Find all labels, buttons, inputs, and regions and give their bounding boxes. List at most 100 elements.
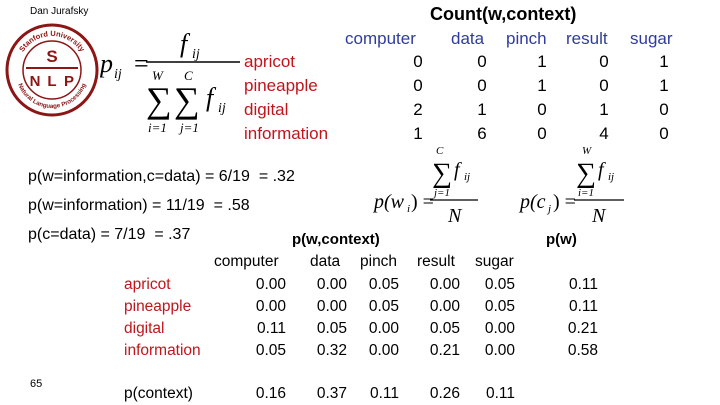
svg-text:=: = bbox=[134, 49, 149, 78]
prob-cell: 0.00 bbox=[368, 342, 399, 359]
svg-text:j=1: j=1 bbox=[178, 120, 199, 135]
prob-row-label: digital bbox=[124, 320, 165, 337]
prob-col-sugar: sugar bbox=[475, 253, 514, 270]
count-cell: 1 bbox=[477, 100, 487, 119]
svg-text:∑: ∑ bbox=[146, 80, 172, 120]
pw-formula: C ∑ f ij j=1 N p(w i ) = bbox=[372, 145, 478, 227]
count-row-label: pineapple bbox=[244, 76, 318, 95]
context-cell: 0.37 bbox=[316, 385, 347, 402]
count-cell: 0 bbox=[413, 76, 423, 95]
context-cell: 0.11 bbox=[485, 385, 515, 402]
prob-col-computer: computer bbox=[214, 253, 279, 270]
svg-text:W: W bbox=[582, 145, 592, 157]
prob-row-label: apricot bbox=[124, 276, 171, 293]
logo-letter-n: N bbox=[30, 73, 41, 90]
svg-text:p: p bbox=[100, 49, 113, 78]
context-cell: 0.26 bbox=[429, 385, 460, 402]
equation-pc: p(c=data) = 7/19 = .37 bbox=[28, 226, 191, 243]
svg-text:ij: ij bbox=[192, 47, 200, 62]
svg-text:j=1: j=1 bbox=[432, 187, 450, 199]
prob-cell: 0.00 bbox=[484, 342, 515, 359]
svg-text:i: i bbox=[407, 203, 410, 215]
prob-cell: 0.00 bbox=[255, 276, 286, 293]
count-cell: 0 bbox=[659, 124, 669, 143]
pw-cell: 0.21 bbox=[567, 320, 598, 337]
count-row-label: digital bbox=[244, 100, 289, 119]
count-col-data: data bbox=[451, 29, 485, 48]
pw-cell: 0.11 bbox=[568, 276, 598, 293]
svg-text:i=1: i=1 bbox=[148, 120, 167, 135]
pw-cell: 0.58 bbox=[567, 342, 598, 359]
prob-cell: 0.05 bbox=[429, 320, 460, 337]
prob-cell: 0.05 bbox=[316, 320, 347, 337]
logo-letter-p: P bbox=[64, 73, 74, 90]
pw-cell: 0.11 bbox=[568, 298, 598, 315]
count-cell: 0 bbox=[659, 100, 669, 119]
prob-cell: 0.00 bbox=[429, 276, 460, 293]
svg-text:p(w: p(w bbox=[372, 191, 405, 213]
count-cell: 1 bbox=[413, 124, 423, 143]
prob-cell: 0.00 bbox=[255, 298, 286, 315]
prob-cell: 0.05 bbox=[368, 276, 399, 293]
count-col-result: result bbox=[566, 29, 608, 48]
equation-pw: p(w=information) = 11/19 = .58 bbox=[28, 197, 250, 214]
prob-cell: 0.00 bbox=[429, 298, 460, 315]
count-cell: 0 bbox=[477, 52, 487, 71]
count-cell: 0 bbox=[599, 52, 609, 71]
prob-col-pinch: pinch bbox=[360, 253, 398, 270]
prob-cell: 0.05 bbox=[484, 276, 515, 293]
prob-cell: 0.00 bbox=[316, 276, 347, 293]
prob-cell: 0.11 bbox=[256, 320, 286, 337]
count-cell: 0 bbox=[537, 100, 547, 119]
logo-letter-s: S bbox=[46, 47, 57, 66]
count-table-title: Count(w,context) bbox=[430, 4, 577, 24]
context-cell: 0.16 bbox=[255, 385, 286, 402]
prob-cell: 0.00 bbox=[368, 320, 399, 337]
pij-formula: p ij = f ij W C ∑ ∑ f ij i=1 j=1 bbox=[100, 29, 240, 135]
count-cell: 0 bbox=[537, 124, 547, 143]
count-cell: 1 bbox=[537, 76, 547, 95]
svg-text:ij: ij bbox=[114, 67, 122, 82]
svg-text:∑: ∑ bbox=[432, 158, 452, 189]
context-cell: 0.11 bbox=[369, 385, 399, 402]
prob-row-label: information bbox=[124, 342, 201, 359]
prob-cell: 0.05 bbox=[484, 298, 515, 315]
count-row-label: apricot bbox=[244, 52, 296, 71]
svg-text:f: f bbox=[598, 159, 606, 181]
prob-col-data: data bbox=[310, 253, 341, 270]
svg-text:j: j bbox=[546, 203, 551, 215]
logo-letter-l: L bbox=[47, 73, 56, 90]
count-cell: 6 bbox=[477, 124, 487, 143]
svg-text:N: N bbox=[447, 205, 463, 227]
prob-cell: 0.00 bbox=[316, 298, 347, 315]
svg-text:i=1: i=1 bbox=[578, 187, 594, 199]
svg-text:C: C bbox=[184, 68, 193, 83]
count-cell: 2 bbox=[413, 100, 423, 119]
count-row-label: information bbox=[244, 124, 329, 143]
count-col-sugar: sugar bbox=[630, 29, 673, 48]
count-col-computer: computer bbox=[345, 29, 416, 48]
author-name: Dan Jurafsky bbox=[30, 6, 89, 17]
prob-cell: 0.32 bbox=[316, 342, 347, 359]
svg-text:N: N bbox=[591, 205, 607, 227]
count-table: computer data pinch result sugar apricot… bbox=[0, 0, 720, 150]
context-row-label: p(context) bbox=[124, 385, 193, 402]
prob-cell: 0.21 bbox=[429, 342, 460, 359]
svg-text:) =: ) = bbox=[411, 191, 434, 213]
svg-text:ij: ij bbox=[608, 171, 614, 183]
prob-cell: 0.05 bbox=[368, 298, 399, 315]
svg-text:∑: ∑ bbox=[576, 158, 596, 189]
svg-text:W: W bbox=[152, 68, 164, 83]
pw-column-title: p(w) bbox=[546, 231, 577, 248]
svg-text:p(c: p(c bbox=[518, 191, 546, 213]
prob-cell: 0.00 bbox=[484, 320, 515, 337]
svg-text:f: f bbox=[206, 83, 217, 112]
count-cell: 0 bbox=[413, 52, 423, 71]
count-cell: 1 bbox=[659, 76, 669, 95]
prob-cell: 0.05 bbox=[255, 342, 286, 359]
slide-number: 65 bbox=[30, 378, 43, 390]
count-col-pinch: pinch bbox=[506, 29, 547, 48]
count-cell: 0 bbox=[477, 76, 487, 95]
stanford-nlp-logo: Stanford University Natural Language Pro… bbox=[5, 23, 99, 117]
